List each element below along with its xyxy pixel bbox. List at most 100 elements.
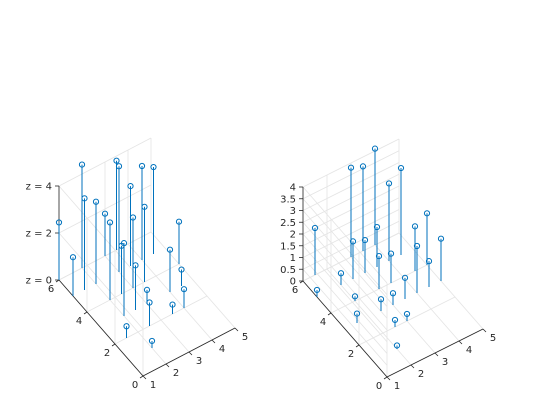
y-tick-mark bbox=[111, 343, 116, 347]
stem-marker bbox=[425, 258, 433, 265]
stem-marker bbox=[132, 262, 139, 269]
stem-marker bbox=[397, 164, 405, 172]
stem-marker bbox=[148, 337, 156, 345]
stem-marker bbox=[337, 270, 345, 277]
stem-marker bbox=[403, 310, 411, 318]
z-tick-label: z = 4 bbox=[26, 182, 52, 193]
stem-marker bbox=[138, 162, 146, 170]
x-tick-mark bbox=[234, 327, 239, 332]
stem-marker bbox=[55, 219, 63, 226]
x-tick-label: 5 bbox=[490, 333, 496, 344]
z-tick-label: 1 bbox=[290, 253, 296, 264]
stem-marker bbox=[359, 163, 367, 170]
stem-marker bbox=[387, 250, 395, 257]
stem-marker bbox=[113, 157, 120, 164]
stem-marker bbox=[101, 210, 109, 217]
y-tick-mark bbox=[83, 311, 88, 315]
z-tick-label: 2.5 bbox=[280, 218, 296, 229]
stem-marker bbox=[437, 235, 445, 242]
side-wall-grid-line bbox=[302, 257, 388, 354]
side-wall-grid-line bbox=[302, 221, 388, 319]
stem-marker bbox=[180, 286, 188, 293]
side-wall-grid-line bbox=[302, 186, 388, 284]
side-wall-grid-line bbox=[302, 245, 388, 343]
y-tick-label: 0 bbox=[132, 380, 138, 391]
y-tick-label: 6 bbox=[48, 284, 54, 295]
stem-marker bbox=[143, 286, 151, 293]
stem-marker bbox=[373, 223, 381, 231]
z-tick-label: z = 2 bbox=[26, 229, 52, 240]
y-tick-label: 4 bbox=[76, 316, 82, 327]
z-tick-label: 3.5 bbox=[280, 194, 296, 205]
stem-marker bbox=[385, 180, 393, 187]
y-tick-label: 2 bbox=[104, 348, 110, 359]
x-tick-label: 1 bbox=[394, 381, 400, 392]
z-tick-label: z = 0 bbox=[26, 276, 52, 287]
x-tick-mark bbox=[165, 363, 170, 368]
x-tick-label: 2 bbox=[173, 368, 179, 379]
stem-marker bbox=[401, 274, 409, 281]
y-tick-label: 6 bbox=[292, 285, 298, 296]
y-tick-label: 0 bbox=[376, 381, 382, 392]
left-stem-plot: 1 2 3 4 5 0 2 4 6z = 0 z = 2 z = 4 bbox=[26, 137, 248, 391]
stem-marker bbox=[423, 210, 431, 217]
x-tick-mark bbox=[188, 351, 193, 356]
stem-marker bbox=[413, 242, 421, 250]
stem-marker bbox=[391, 316, 399, 324]
x-tick-label: 5 bbox=[242, 332, 248, 343]
stem-marker bbox=[123, 323, 130, 330]
x-tick-label: 3 bbox=[196, 356, 202, 367]
stem-marker bbox=[120, 240, 128, 247]
x-tick-label: 4 bbox=[466, 345, 472, 356]
y-tick-label: 2 bbox=[348, 349, 354, 360]
stem-marker bbox=[141, 203, 148, 210]
x-tick-label: 1 bbox=[150, 380, 156, 391]
stem-marker bbox=[78, 161, 86, 168]
z-tick-label: 0 bbox=[290, 277, 296, 288]
stem-marker bbox=[69, 254, 77, 261]
stem-marker bbox=[371, 145, 379, 152]
x-tick-mark bbox=[410, 364, 415, 369]
x-tick-mark bbox=[482, 328, 487, 333]
stem-marker bbox=[377, 296, 385, 303]
stem-marker bbox=[393, 342, 401, 349]
back-wall-grid-line bbox=[58, 184, 152, 234]
stem-marker bbox=[353, 310, 361, 317]
stem-marker bbox=[175, 218, 183, 225]
stem-marker bbox=[129, 214, 137, 221]
stem-marker bbox=[351, 293, 359, 300]
side-wall-grid-line bbox=[302, 233, 388, 331]
y-tick-mark bbox=[327, 312, 332, 316]
floor-grid-line bbox=[150, 231, 236, 329]
stem-marker bbox=[361, 237, 369, 244]
stem-marker bbox=[92, 198, 100, 205]
x-tick-label: 2 bbox=[418, 369, 424, 380]
z-tick-label: 3 bbox=[290, 206, 296, 217]
y-tick-mark bbox=[355, 344, 360, 348]
z-tick-label: 1.5 bbox=[280, 241, 296, 252]
stem-marker bbox=[349, 238, 357, 245]
y-tick-mark bbox=[383, 376, 388, 380]
side-wall-grid-line bbox=[58, 232, 144, 330]
x-tick-mark bbox=[142, 375, 147, 380]
stem-marker bbox=[169, 301, 176, 308]
stem-marker bbox=[106, 219, 114, 226]
stem-marker bbox=[311, 224, 319, 232]
stem-marker bbox=[115, 163, 123, 170]
stem-marker bbox=[127, 183, 134, 190]
stem-marker bbox=[347, 164, 355, 171]
stem-marker bbox=[313, 286, 321, 294]
x-tick-label: 4 bbox=[219, 344, 225, 355]
x-tick-mark bbox=[386, 376, 391, 381]
back-wall-grid-line bbox=[58, 137, 152, 187]
x-tick-label: 3 bbox=[442, 357, 448, 368]
stem-marker bbox=[178, 266, 185, 273]
z-tick-label: 2 bbox=[290, 230, 296, 241]
z-tick-label: 0.5 bbox=[280, 265, 296, 276]
x-tick-mark bbox=[458, 340, 463, 345]
x-tick-mark bbox=[211, 339, 216, 344]
y-tick-label: 4 bbox=[320, 317, 326, 328]
